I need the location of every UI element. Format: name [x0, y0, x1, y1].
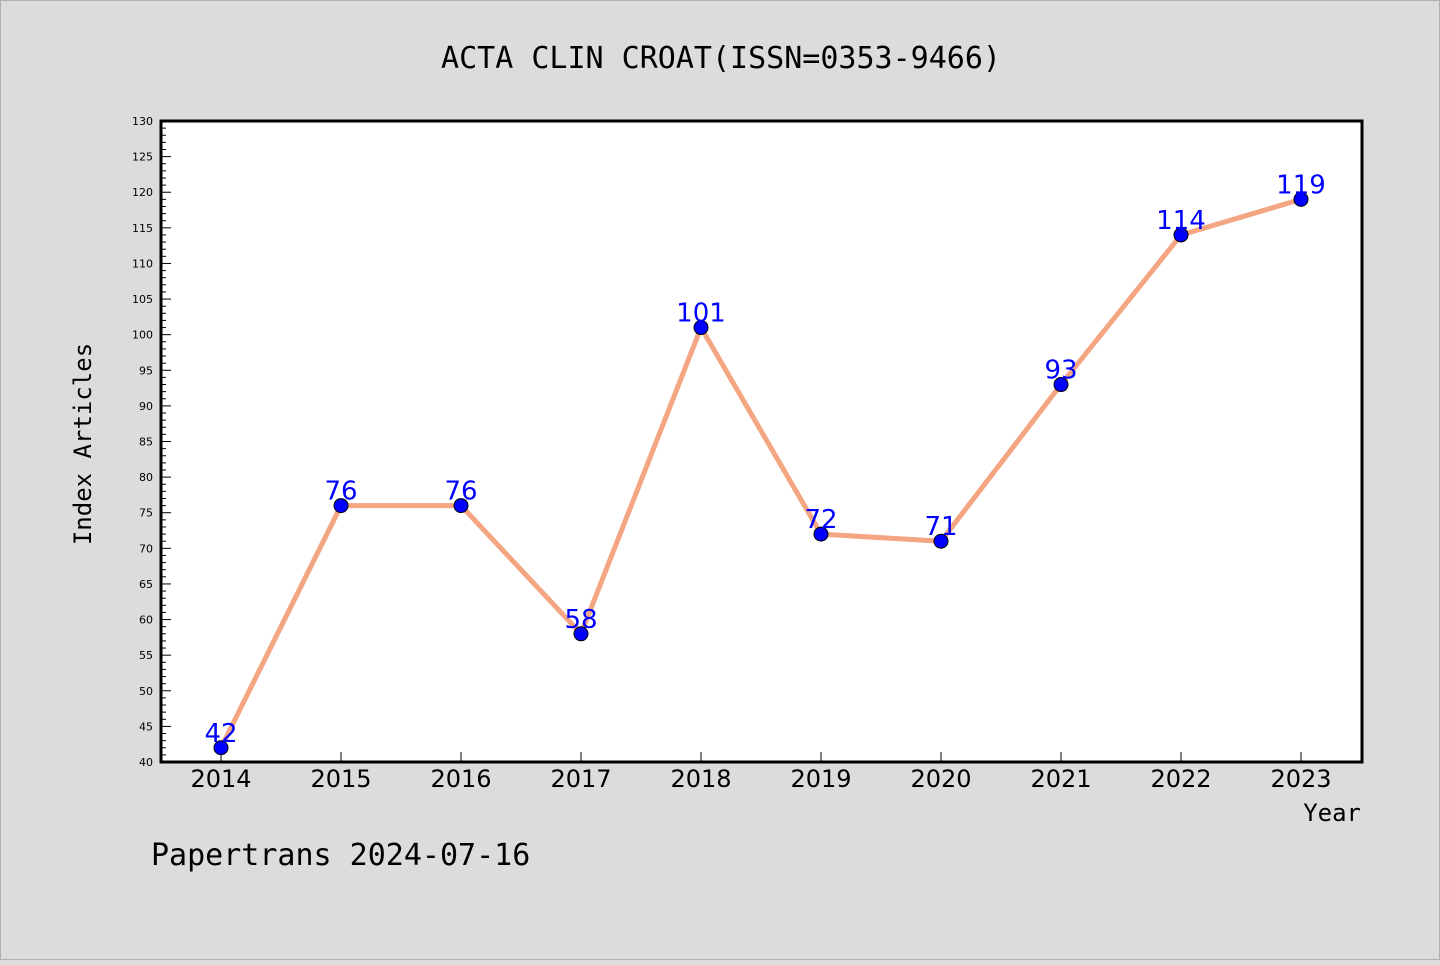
data-label: 42: [204, 719, 237, 749]
data-label: 72: [804, 505, 837, 535]
data-point: [813, 526, 829, 542]
x-tick-label: 2021: [1030, 765, 1091, 793]
data-point: [453, 498, 469, 514]
y-tick-label: 125: [132, 151, 153, 164]
footer-text: Papertrans 2024-07-16: [151, 838, 530, 873]
x-tick-label: 2015: [310, 765, 371, 793]
y-tick-label: 45: [139, 720, 153, 733]
data-label: 71: [924, 512, 957, 542]
data-point: [573, 626, 589, 642]
plot-area: [159, 119, 1364, 764]
x-tick-label: 2020: [910, 765, 971, 793]
data-point: [213, 740, 229, 756]
y-tick-label: 40: [139, 756, 153, 769]
y-axis-ticks: 40 45 50 55 60 65 70 75 80 85 90 95 100 105 110 115 120 1…: [132, 115, 171, 769]
x-tick-label: 2023: [1270, 765, 1331, 793]
x-tick-label: 2017: [550, 765, 611, 793]
y-tick-label: 130: [132, 115, 153, 128]
data-label: 76: [324, 477, 357, 507]
y-tick-label: 120: [132, 186, 153, 199]
y-tick-label: 55: [139, 649, 153, 662]
x-axis-ticks: 2014 2015 2016 2017 2018 2019 2020 2021 2022 2023: [190, 752, 1332, 793]
data-label: 114: [1156, 206, 1206, 236]
y-tick-label: 70: [139, 542, 153, 555]
x-tick-label: 2016: [430, 765, 491, 793]
data-labels: 42 76 76 58 101 72 71 93 114 119: [204, 170, 1325, 748]
data-label: 58: [564, 605, 597, 635]
data-point: [1173, 227, 1189, 243]
y-tick-label: 105: [132, 293, 153, 306]
x-tick-label: 2018: [670, 765, 731, 793]
data-label: 119: [1276, 170, 1326, 200]
data-label: 101: [676, 299, 726, 329]
data-label: 76: [444, 477, 477, 507]
series-polyline: [218, 196, 1304, 751]
y-tick-label: 80: [139, 471, 153, 484]
y-tick-label: 50: [139, 685, 153, 698]
y-tick-label: 90: [139, 400, 153, 413]
y-tick-label: 100: [132, 329, 153, 342]
y-tick-label: 110: [132, 257, 153, 270]
data-point: [1293, 191, 1309, 207]
x-axis-label: Year: [1303, 799, 1361, 827]
data-point: [333, 498, 349, 514]
x-tick-label: 2014: [190, 765, 251, 793]
x-tick-label: 2019: [790, 765, 851, 793]
data-point: [693, 320, 709, 336]
y-tick-label: 60: [139, 614, 153, 627]
series-line: [213, 191, 1309, 756]
y-tick-label: 95: [139, 364, 153, 377]
y-tick-label: 65: [139, 578, 153, 591]
x-tick-label: 2022: [1150, 765, 1211, 793]
y-tick-label: 75: [139, 507, 153, 520]
y-tick-label: 115: [132, 222, 153, 235]
chart-title: ACTA CLIN CROAT(ISSN=0353-9466): [441, 41, 1001, 76]
y-tick-label: 85: [139, 436, 153, 449]
y-axis-label: Index Articles: [69, 343, 97, 545]
data-point: [933, 533, 949, 549]
data-label: 93: [1044, 356, 1077, 386]
data-point: [1053, 377, 1069, 393]
